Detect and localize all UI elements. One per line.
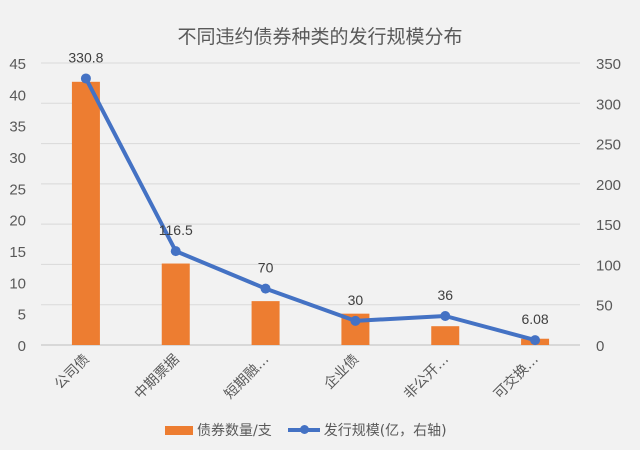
legend-bar-label: 债券数量/支: [197, 423, 272, 439]
right-tick-label: 100: [596, 257, 621, 274]
line-point: [170, 246, 181, 257]
category-label: 可交换…: [490, 351, 542, 403]
left-tick-label: 0: [18, 338, 26, 355]
series-line: [84, 77, 536, 343]
chart-title: 不同违约债券种类的发行规模分布: [177, 26, 463, 48]
data-label: 330.8: [68, 49, 103, 65]
right-tick-label: 250: [596, 137, 621, 154]
right-tick-label: 350: [596, 56, 621, 73]
data-label: 116.5: [159, 222, 193, 238]
line-point: [80, 73, 91, 84]
legend: 债券数量/支 发行规模(亿，右轴): [165, 420, 447, 440]
category-label: 非公开…: [401, 352, 452, 403]
left-tick-label: 20: [9, 213, 26, 230]
category-label: 中期票据: [132, 352, 183, 403]
line-point: [260, 283, 271, 294]
bar: [161, 263, 190, 345]
left-tick-label: 5: [18, 307, 26, 324]
left-tick-label: 30: [9, 150, 26, 167]
bar: [251, 301, 280, 345]
right-tick-label: 150: [596, 217, 621, 234]
bar: [431, 326, 460, 345]
left-tick-label: 25: [9, 181, 26, 198]
data-label: 36: [437, 287, 453, 303]
category-label: 公司债: [52, 352, 93, 393]
line-point: [350, 315, 361, 326]
category-label: 企业债: [321, 351, 363, 393]
right-tick-label: 200: [596, 177, 621, 194]
line-point: [530, 335, 541, 346]
left-tick-label: 10: [9, 275, 26, 292]
data-label: 30: [348, 292, 364, 308]
line-point: [440, 310, 451, 321]
left-tick-label: 45: [9, 56, 26, 73]
category-label: 短期融…: [222, 352, 273, 403]
legend-bar-swatch: [165, 425, 193, 435]
data-label: 70: [258, 260, 274, 276]
right-tick-label: 300: [596, 96, 621, 113]
right-tick-label: 50: [596, 298, 613, 315]
left-tick-label: 35: [9, 119, 26, 136]
bar: [71, 81, 100, 346]
left-tick-label: 15: [9, 244, 26, 261]
legend-line-swatch: [287, 425, 320, 434]
data-label: 6.08: [521, 311, 548, 327]
legend-line-label: 发行规模(亿，右轴): [323, 423, 447, 439]
right-tick-label: 0: [596, 338, 604, 355]
left-tick-label: 40: [9, 87, 26, 104]
